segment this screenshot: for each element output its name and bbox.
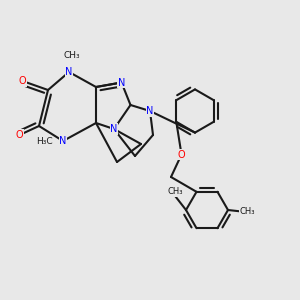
Text: O: O [178,149,185,160]
Text: N: N [146,106,154,116]
Text: N: N [65,67,73,77]
Text: O: O [19,76,26,86]
Text: N: N [59,136,67,146]
Text: CH₃: CH₃ [240,207,255,216]
Text: H₃C: H₃C [36,136,52,146]
Text: N: N [118,77,125,88]
Text: O: O [16,130,23,140]
Text: N: N [110,124,118,134]
Text: CH₃: CH₃ [64,51,80,60]
Text: CH₃: CH₃ [168,188,183,196]
